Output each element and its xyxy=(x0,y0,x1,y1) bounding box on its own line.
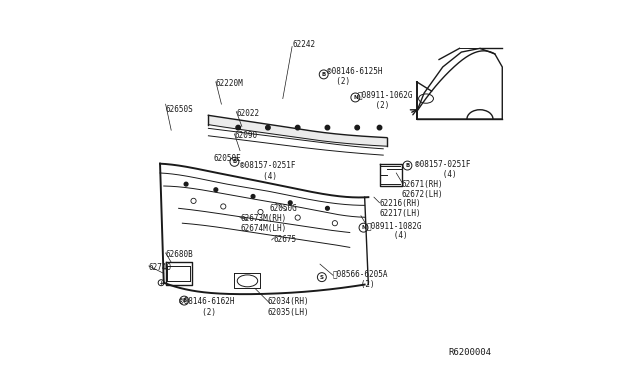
Text: 62740: 62740 xyxy=(149,263,172,272)
Text: ®08146-6162H
     (2): ®08146-6162H (2) xyxy=(179,297,234,317)
Circle shape xyxy=(355,125,360,130)
Text: ®08157-0251F
     (4): ®08157-0251F (4) xyxy=(240,161,296,181)
Text: N: N xyxy=(353,95,358,100)
Text: 62050G: 62050G xyxy=(270,204,298,213)
Circle shape xyxy=(326,206,330,210)
Text: 62090: 62090 xyxy=(234,131,257,140)
Circle shape xyxy=(184,182,188,186)
Text: Ⓢ08566-6205A
      (2): Ⓢ08566-6205A (2) xyxy=(333,269,388,289)
Text: 62675: 62675 xyxy=(273,235,296,244)
Text: 62673M(RH)
62674M(LH): 62673M(RH) 62674M(LH) xyxy=(240,214,286,233)
Text: 62242: 62242 xyxy=(292,40,316,49)
Text: B: B xyxy=(182,298,186,303)
Text: N: N xyxy=(361,225,366,230)
Text: B: B xyxy=(405,163,410,168)
Circle shape xyxy=(251,195,255,198)
Text: 62680B: 62680B xyxy=(166,250,193,259)
Text: ®08146-6125H
  (2): ®08146-6125H (2) xyxy=(328,67,383,86)
Circle shape xyxy=(289,201,292,205)
Text: ®08157-0251F
      (4): ®08157-0251F (4) xyxy=(415,160,470,179)
Text: ⓝ08911-1062G
    (2): ⓝ08911-1062G (2) xyxy=(357,91,413,110)
Text: B: B xyxy=(321,72,326,77)
Text: 62216(RH)
62217(LH): 62216(RH) 62217(LH) xyxy=(380,199,421,218)
Text: B: B xyxy=(232,159,237,164)
Text: S: S xyxy=(320,275,324,280)
Text: R6200004: R6200004 xyxy=(448,348,491,357)
Circle shape xyxy=(378,125,381,130)
Circle shape xyxy=(266,125,270,130)
Text: ⓝ08911-1082G
      (4): ⓝ08911-1082G (4) xyxy=(367,221,422,240)
Text: 62650S: 62650S xyxy=(166,105,193,114)
Circle shape xyxy=(214,188,218,192)
Circle shape xyxy=(325,125,330,130)
Text: 62022: 62022 xyxy=(236,109,259,118)
Circle shape xyxy=(296,125,300,130)
Text: 62220M: 62220M xyxy=(216,79,244,88)
Text: 62050E: 62050E xyxy=(214,154,242,163)
Circle shape xyxy=(236,125,241,130)
Text: 62671(RH)
62672(LH): 62671(RH) 62672(LH) xyxy=(402,180,444,199)
Text: 62034(RH)
62035(LH): 62034(RH) 62035(LH) xyxy=(268,297,310,317)
